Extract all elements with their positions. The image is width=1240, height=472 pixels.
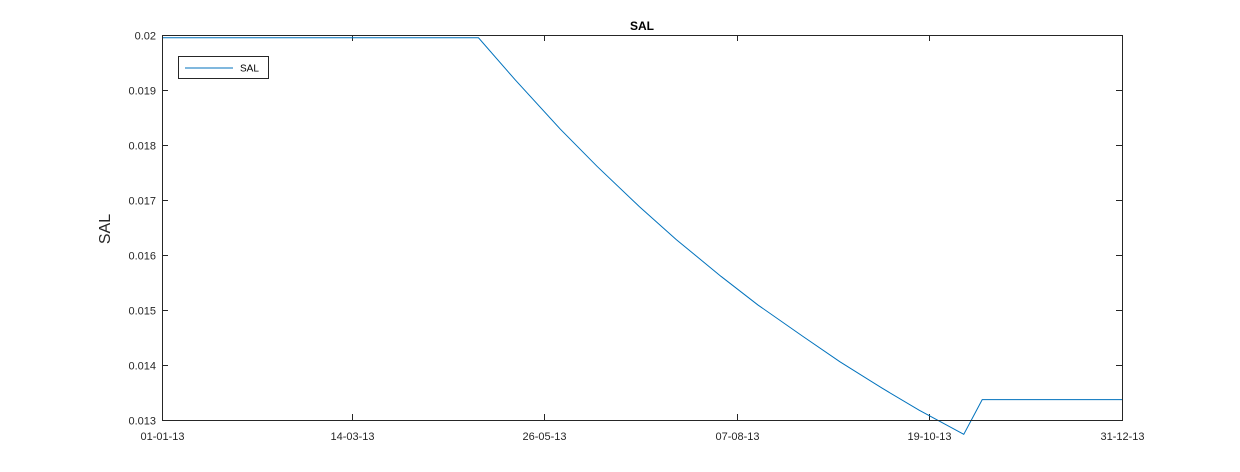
y-tick-label: 0.02 — [135, 31, 156, 43]
legend: SAL — [178, 56, 269, 79]
y-tick-label: 0.018 — [128, 141, 156, 153]
plot-frame — [162, 35, 1123, 421]
y-tick-label: 0.013 — [128, 416, 156, 428]
x-tick-label: 01-01-13 — [140, 431, 184, 443]
y-tick-label: 0.017 — [128, 196, 156, 208]
x-tick-label: 31-12-13 — [1100, 431, 1144, 443]
y-tick-label: 0.016 — [128, 251, 156, 263]
y-axis-label: SAL — [97, 214, 114, 244]
chart-title: SAL — [630, 19, 654, 33]
series-line-sal — [162, 37, 1122, 435]
x-tick-label: 26-05-13 — [522, 431, 566, 443]
x-tick-label: 19-10-13 — [907, 431, 951, 443]
plot-area: 0.013 0.014 0.015 0.016 0.017 0.018 0.019 0.02 0… — [128, 31, 1144, 444]
x-tick-label: 07-08-13 — [715, 431, 759, 443]
legend-label-sal: SAL — [240, 64, 259, 75]
x-tick-label: 14-03-13 — [330, 431, 374, 443]
y-tick-label: 0.015 — [128, 306, 156, 318]
y-tick-label: 0.019 — [128, 86, 156, 98]
y-tick-label: 0.014 — [128, 361, 156, 373]
